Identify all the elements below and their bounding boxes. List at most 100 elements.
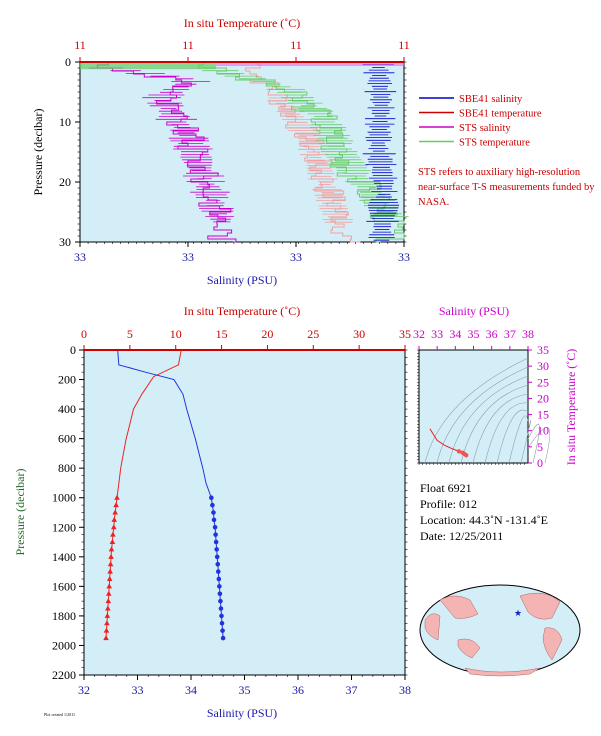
- main-sal-tick-label: 33: [132, 683, 144, 697]
- ts-salinity-axis-label: Salinity (PSU): [439, 304, 509, 318]
- main-plot-area: [83, 349, 406, 676]
- map-land-asia: [439, 595, 479, 619]
- salinity-marker: [212, 524, 218, 530]
- ts-temp-tick-label: 0: [537, 456, 543, 470]
- temperature-marker: [103, 635, 109, 641]
- ts-density-contour: [472, 393, 529, 464]
- map-land-north-america: [519, 592, 561, 620]
- top-sal-tick-label: 33: [290, 250, 302, 264]
- ts-density-contour: [460, 384, 529, 464]
- temperature-marker: [110, 531, 116, 537]
- salinity-marker: [218, 598, 223, 604]
- ts-density-contour: [520, 420, 532, 464]
- temperature-marker: [108, 546, 115, 552]
- main-sal-tick-label: 38: [399, 683, 411, 697]
- main-pressure-tick-label: 800: [58, 461, 76, 475]
- main-pressure-axis-label: Pressure (decibar): [13, 469, 27, 556]
- ts-density-contour: [436, 366, 529, 464]
- salinity-marker: [210, 502, 215, 508]
- ts-sal-tick-label: 35: [468, 327, 480, 341]
- date: Date: 12/25/2011: [420, 529, 504, 543]
- temperature-marker: [106, 575, 113, 581]
- ts-temp-tick-label: 15: [537, 408, 549, 422]
- main-pressure-tick-label: 400: [58, 402, 76, 416]
- main-temp-tick-label: 25: [307, 327, 319, 341]
- ts-sal-tick-label: 36: [486, 327, 498, 341]
- temperature-marker: [105, 605, 111, 611]
- salinity-marker: [214, 547, 219, 552]
- salinity-marker: [213, 532, 218, 537]
- map-land-australia: [457, 638, 481, 659]
- top-temp-tick-label: 11: [182, 38, 194, 52]
- ts-temp-tick-label: 20: [537, 391, 549, 405]
- top-temp-tick-label: 11: [290, 38, 302, 52]
- main-sal-ticks: 32 33 34 35 36 37 38: [78, 675, 411, 697]
- main-pressure-tick-label: 2000: [52, 638, 76, 652]
- main-sal-tick-label: 36: [292, 683, 304, 697]
- top-series-group: [80, 61, 409, 243]
- main-temp-tick-label: 0: [81, 327, 87, 341]
- main-pressure-tick-label: 1400: [52, 550, 76, 564]
- main-temp-tick-label: 10: [170, 327, 182, 341]
- temperature-marker: [108, 553, 114, 559]
- top-pressure-tick-label: 0: [65, 55, 71, 69]
- ts-plot-area: [418, 349, 529, 464]
- top-pressure-tick-label: 30: [59, 235, 71, 249]
- temperature-marker: [109, 539, 116, 545]
- ts-temp-tick-label: 25: [537, 375, 549, 389]
- ts-density-contour: [424, 357, 529, 464]
- salinity-marker: [211, 510, 216, 515]
- sts-temperature-surface-band: [80, 62, 217, 70]
- main-pressure-tick-label: 1800: [52, 609, 76, 623]
- temperature-marker: [105, 590, 112, 596]
- salinity-marker: [216, 576, 222, 582]
- top-pressure-axis-label: Pressure (decibar): [31, 109, 45, 196]
- main-sal-tick-label: 37: [346, 683, 358, 697]
- main-series-group: [103, 349, 226, 641]
- top-pressure-tick-label: 10: [59, 115, 71, 129]
- main-pressure-tick-label: 600: [58, 432, 76, 446]
- top-temp-axis-label: In situ Temperature (˚C): [184, 16, 301, 30]
- main-salinity-axis-label: Salinity (PSU): [207, 706, 277, 720]
- sts-salinity-surface-band: [216, 63, 404, 66]
- temperature-marker: [111, 524, 117, 530]
- float-id: Float 6921: [420, 481, 472, 495]
- main-pressure-tick-label: 1200: [52, 520, 76, 534]
- top-sal-tick-label: 33: [398, 250, 410, 264]
- temperature-marker: [112, 509, 118, 515]
- ts-density-contour: [527, 427, 551, 464]
- salinity-marker: [220, 635, 226, 641]
- top-pressure-ticks: 0 10 20 30: [59, 55, 407, 249]
- main-temp-tick-label: 20: [261, 327, 273, 341]
- main-pressure-ticks: 0 200 400 600 800 1000 1200 1400 1600 1800 2000 220…: [52, 343, 408, 682]
- ts-sal-tick-label: 38: [522, 327, 534, 341]
- salinity-marker: [219, 620, 225, 626]
- ts-series-group: [429, 428, 469, 458]
- legend-label: STS temperature: [459, 138, 530, 149]
- salinity-marker: [220, 628, 225, 633]
- main-pressure-tick-label: 1000: [52, 491, 76, 505]
- world-map: ★: [419, 584, 581, 677]
- main-sal-tick-label: 34: [185, 683, 197, 697]
- main-temp-tick-label: 35: [399, 327, 411, 341]
- ts-sal-ticks: 32 33 34 35 36 37 38: [413, 327, 534, 465]
- ts-temp-tick-label: 30: [537, 359, 549, 373]
- ts-density-contour: [527, 424, 540, 464]
- ts-density-contour: [496, 409, 529, 464]
- ts-sal-tick-label: 32: [413, 327, 425, 341]
- ts-marker: [464, 453, 469, 458]
- legend: SBE41 salinity SBE41 temperature STS salin…: [419, 94, 542, 149]
- temperature-marker: [113, 502, 119, 508]
- ts-temp-tick-label: 35: [537, 343, 549, 357]
- salinity-marker: [214, 554, 220, 560]
- main-sal-tick-label: 35: [239, 683, 251, 697]
- salinity-marker: [213, 539, 219, 545]
- temperature-marker: [105, 598, 112, 604]
- main-temp-tick-label: 15: [216, 327, 228, 341]
- top-sal-tick-label: 33: [182, 250, 194, 264]
- ts-temp-ticks: 0 5 10 15 20 25 30 35: [417, 343, 549, 470]
- main-pressure-tick-label: 0: [70, 343, 76, 357]
- legend-label: STS salinity: [459, 123, 511, 134]
- main-temp-ticks: 0 5 10 15 20 25 30 35: [81, 327, 411, 350]
